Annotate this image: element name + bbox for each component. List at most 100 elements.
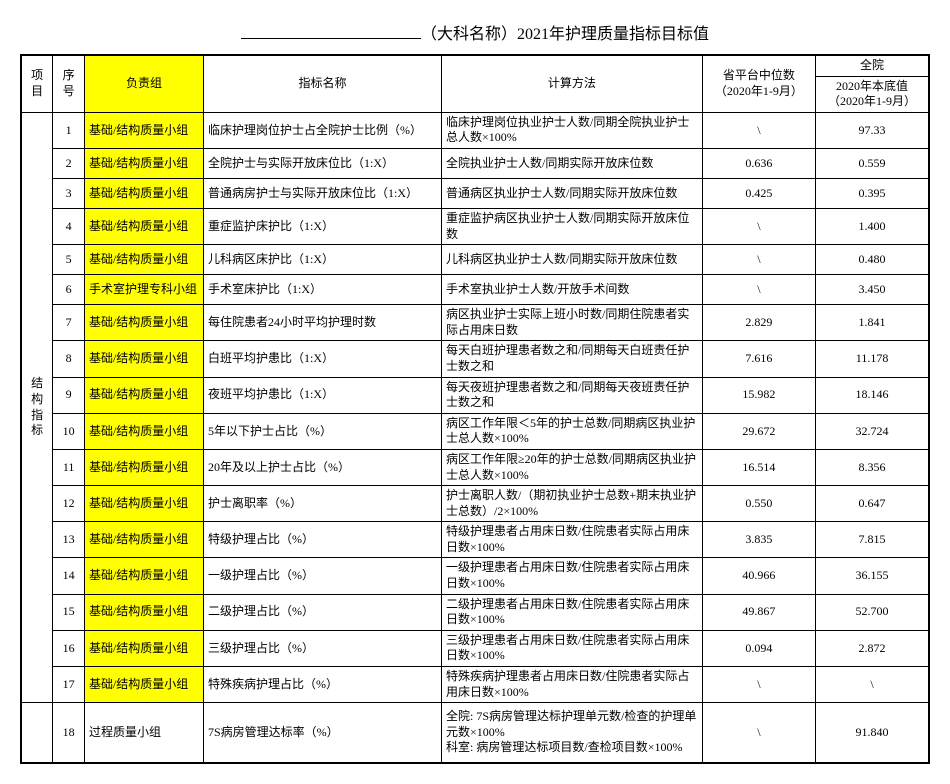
cell-method: 病区工作年限＜5年的护士总数/同期病区执业护士总人数×100% [442, 413, 703, 449]
cell-group: 基础/结构质量小组 [84, 148, 203, 178]
cell-method: 儿科病区执业护士人数/同期实际开放床位数 [442, 245, 703, 275]
cell-median: 0.094 [702, 630, 815, 666]
cell-seq: 2 [53, 148, 85, 178]
cell-indicator: 护士离职率（%） [203, 486, 441, 522]
cell-base: 52.700 [816, 594, 929, 630]
cell-median: \ [702, 208, 815, 244]
cell-median: 2.829 [702, 305, 815, 341]
cell-seq: 7 [53, 305, 85, 341]
cell-median: \ [702, 245, 815, 275]
cell-base: 11.178 [816, 341, 929, 377]
cell-median: 15.982 [702, 377, 815, 413]
cell-seq: 1 [53, 112, 85, 148]
cell-method: 病区执业护士实际上班小时数/同期住院患者实际占用床日数 [442, 305, 703, 341]
cell-method: 护士离职人数/（期初执业护士总数+期末执业护士总数）/2×100% [442, 486, 703, 522]
cell-indicator: 二级护理占比（%） [203, 594, 441, 630]
cell-method: 全院执业护士人数/同期实际开放床位数 [442, 148, 703, 178]
cell-method: 临床护理岗位执业护士人数/同期全院执业护士总人数×100% [442, 112, 703, 148]
cell-seq: 12 [53, 486, 85, 522]
cell-group: 基础/结构质量小组 [84, 341, 203, 377]
cell-group: 基础/结构质量小组 [84, 522, 203, 558]
header-indicator: 指标名称 [203, 55, 441, 112]
cell-group: 过程质量小组 [84, 703, 203, 763]
cell-method: 一级护理患者占用床日数/住院患者实际占用床日数×100% [442, 558, 703, 594]
header-median: 省平台中位数 （2020年1-9月） [702, 55, 815, 112]
cell-base: 36.155 [816, 558, 929, 594]
cell-seq: 15 [53, 594, 85, 630]
table-row: 14基础/结构质量小组一级护理占比（%）一级护理患者占用床日数/住院患者实际占用… [21, 558, 929, 594]
cell-seq: 16 [53, 630, 85, 666]
cell-base: 97.33 [816, 112, 929, 148]
cell-indicator: 普通病房护士与实际开放床位比（1:X） [203, 178, 441, 208]
cell-indicator: 重症监护床护比（1:X） [203, 208, 441, 244]
table-row: 6手术室护理专科小组手术室床护比（1:X）手术室执业护士人数/开放手术间数\3.… [21, 275, 929, 305]
cell-group: 基础/结构质量小组 [84, 377, 203, 413]
cell-group: 基础/结构质量小组 [84, 112, 203, 148]
cell-indicator: 三级护理占比（%） [203, 630, 441, 666]
cell-method: 每天夜班护理患者数之和/同期每天夜班责任护士数之和 [442, 377, 703, 413]
table-row: 8基础/结构质量小组白班平均护患比（1:X）每天白班护理患者数之和/同期每天白班… [21, 341, 929, 377]
cell-base: 0.647 [816, 486, 929, 522]
cell-base: 8.356 [816, 449, 929, 485]
cell-method: 病区工作年限≥20年的护士总数/同期病区执业护士总人数×100% [442, 449, 703, 485]
table-row: 7基础/结构质量小组每住院患者24小时平均护理时数病区执业护士实际上班小时数/同… [21, 305, 929, 341]
table-row: 4基础/结构质量小组重症监护床护比（1:X）重症监护病区执业护士人数/同期实际开… [21, 208, 929, 244]
cell-indicator: 20年及以上护士占比（%） [203, 449, 441, 485]
cell-base: 18.146 [816, 377, 929, 413]
cell-seq: 8 [53, 341, 85, 377]
header-group: 负责组 [84, 55, 203, 112]
cell-group: 基础/结构质量小组 [84, 208, 203, 244]
cell-seq: 9 [53, 377, 85, 413]
cell-median: \ [702, 112, 815, 148]
table-row: 10基础/结构质量小组5年以下护士占比（%）病区工作年限＜5年的护士总数/同期病… [21, 413, 929, 449]
cell-seq: 4 [53, 208, 85, 244]
cell-method: 二级护理患者占用床日数/住院患者实际占用床日数×100% [442, 594, 703, 630]
cell-indicator: 一级护理占比（%） [203, 558, 441, 594]
cell-indicator: 每住院患者24小时平均护理时数 [203, 305, 441, 341]
cell-indicator: 特级护理占比（%） [203, 522, 441, 558]
table-row: 9基础/结构质量小组夜班平均护患比（1:X）每天夜班护理患者数之和/同期每天夜班… [21, 377, 929, 413]
table-row: 15基础/结构质量小组二级护理占比（%）二级护理患者占用床日数/住院患者实际占用… [21, 594, 929, 630]
cell-base: 0.480 [816, 245, 929, 275]
cell-indicator: 夜班平均护患比（1:X） [203, 377, 441, 413]
cell-median: 0.550 [702, 486, 815, 522]
cell-indicator: 临床护理岗位护士占全院护士比例（%） [203, 112, 441, 148]
header-base: 2020年本底值 （2020年1-9月） [816, 76, 929, 112]
cell-seq: 14 [53, 558, 85, 594]
cell-group: 基础/结构质量小组 [84, 305, 203, 341]
cell-median: 29.672 [702, 413, 815, 449]
cell-indicator: 白班平均护患比（1:X） [203, 341, 441, 377]
cell-base: 0.395 [816, 178, 929, 208]
cell-median: 0.425 [702, 178, 815, 208]
cell-base: 2.872 [816, 630, 929, 666]
table-row: 2基础/结构质量小组全院护士与实际开放床位比（1:X）全院执业护士人数/同期实际… [21, 148, 929, 178]
cell-method: 三级护理患者占用床日数/住院患者实际占用床日数×100% [442, 630, 703, 666]
table-row: 11基础/结构质量小组20年及以上护士占比（%）病区工作年限≥20年的护士总数/… [21, 449, 929, 485]
cell-method: 普通病区执业护士人数/同期实际开放床位数 [442, 178, 703, 208]
cell-base: 7.815 [816, 522, 929, 558]
cell-base: 0.559 [816, 148, 929, 178]
cell-group: 基础/结构质量小组 [84, 178, 203, 208]
cell-seq: 3 [53, 178, 85, 208]
cell-method: 每天白班护理患者数之和/同期每天白班责任护士数之和 [442, 341, 703, 377]
header-seq: 序号 [53, 55, 85, 112]
indicator-table: 项目 序号 负责组 指标名称 计算方法 省平台中位数 （2020年1-9月） 全… [20, 54, 930, 764]
cell-median: \ [702, 275, 815, 305]
cell-indicator: 5年以下护士占比（%） [203, 413, 441, 449]
cell-group: 手术室护理专科小组 [84, 275, 203, 305]
cell-indicator: 儿科病区床护比（1:X） [203, 245, 441, 275]
cell-indicator: 手术室床护比（1:X） [203, 275, 441, 305]
cell-base: 3.450 [816, 275, 929, 305]
cell-seq: 6 [53, 275, 85, 305]
table-row: 3基础/结构质量小组普通病房护士与实际开放床位比（1:X）普通病区执业护士人数/… [21, 178, 929, 208]
cell-median: 3.835 [702, 522, 815, 558]
cell-group: 基础/结构质量小组 [84, 558, 203, 594]
page-title: （大科名称）2021年护理质量指标目标值 [20, 20, 930, 44]
cell-group: 基础/结构质量小组 [84, 630, 203, 666]
header-project: 项目 [21, 55, 53, 112]
cell-group: 基础/结构质量小组 [84, 413, 203, 449]
cell-group: 基础/结构质量小组 [84, 245, 203, 275]
cell-median: 16.514 [702, 449, 815, 485]
cell-seq: 13 [53, 522, 85, 558]
header-hospital: 全院 [816, 55, 929, 76]
